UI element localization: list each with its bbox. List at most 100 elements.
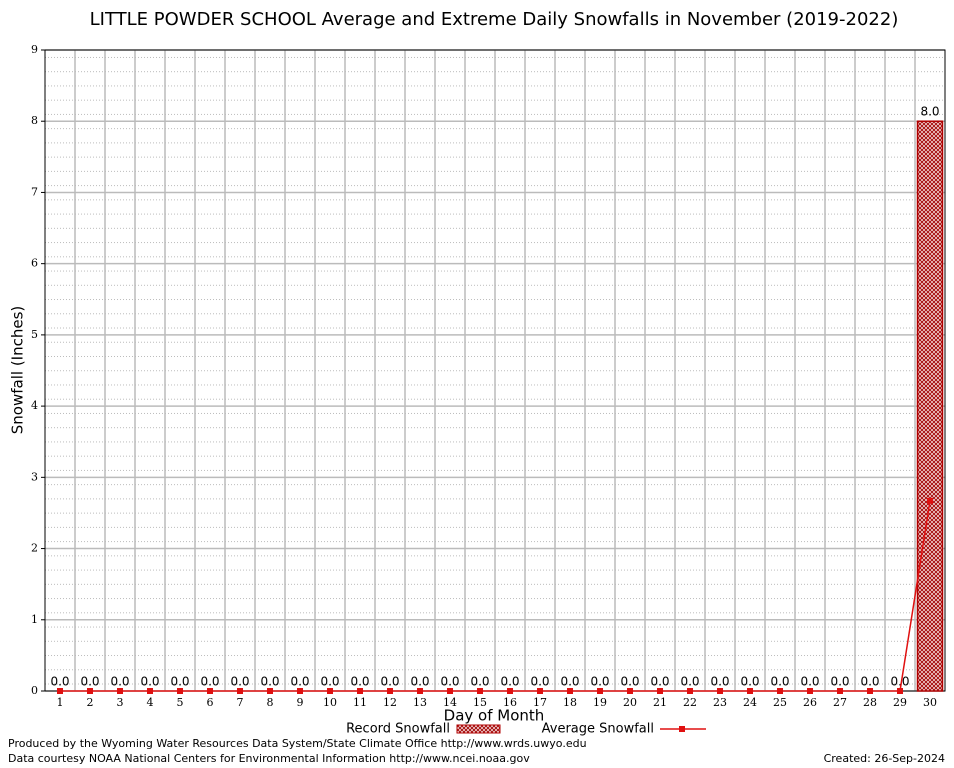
value-label: 0.0 <box>470 675 489 689</box>
bar <box>916 120 944 692</box>
average-marker <box>357 688 363 694</box>
y-tick-label: 9 <box>31 43 38 56</box>
average-marker <box>747 688 753 694</box>
value-label: 0.0 <box>440 675 459 689</box>
average-marker <box>537 688 543 694</box>
legend-label: Average Snowfall <box>542 722 654 737</box>
footer-text: Data courtesy NOAA National Centers for … <box>8 752 530 765</box>
x-tick-label: 4 <box>147 696 154 709</box>
average-marker <box>717 688 723 694</box>
value-label: 0.0 <box>200 675 219 689</box>
average-marker <box>477 688 483 694</box>
value-label: 0.0 <box>680 675 699 689</box>
x-tick-label: 19 <box>593 696 607 709</box>
footer-text: Produced by the Wyoming Water Resources … <box>8 737 587 750</box>
average-marker <box>657 688 663 694</box>
average-marker <box>87 688 93 694</box>
value-label: 0.0 <box>290 675 309 689</box>
average-marker <box>297 688 303 694</box>
legend-marker <box>679 726 685 732</box>
average-marker <box>897 688 903 694</box>
value-label: 0.0 <box>770 675 789 689</box>
value-label: 0.0 <box>320 675 339 689</box>
value-label: 0.0 <box>500 675 519 689</box>
average-marker <box>687 688 693 694</box>
x-tick-label: 17 <box>533 696 547 709</box>
average-marker <box>807 688 813 694</box>
average-marker <box>777 688 783 694</box>
average-marker <box>597 688 603 694</box>
x-tick-label: 15 <box>473 696 487 709</box>
x-tick-label: 8 <box>267 696 274 709</box>
average-marker <box>837 688 843 694</box>
x-tick-label: 3 <box>117 696 124 709</box>
value-label: 0.0 <box>650 675 669 689</box>
value-label: 0.0 <box>740 675 759 689</box>
x-tick-label: 11 <box>353 696 367 709</box>
y-tick-label: 3 <box>31 470 38 483</box>
y-axis-title: Snowfall (Inches) <box>9 306 27 434</box>
value-label: 0.0 <box>350 675 369 689</box>
y-tick-label: 4 <box>31 399 38 412</box>
y-tick-label: 8 <box>31 114 38 127</box>
average-marker <box>267 688 273 694</box>
x-tick-label: 24 <box>743 696 757 709</box>
x-tick-label: 14 <box>443 696 457 709</box>
x-tick-label: 9 <box>297 696 304 709</box>
average-marker <box>927 497 933 504</box>
y-tick-label: 1 <box>31 613 38 626</box>
x-tick-label: 18 <box>563 696 577 709</box>
average-marker <box>237 688 243 694</box>
x-tick-label: 27 <box>833 696 847 709</box>
y-tick-label: 6 <box>31 257 38 270</box>
x-tick-label: 26 <box>803 696 817 709</box>
x-tick-label: 7 <box>237 696 244 709</box>
legend-label: Record Snowfall <box>346 722 450 737</box>
average-marker <box>417 688 423 694</box>
average-marker <box>447 688 453 694</box>
average-marker <box>327 688 333 694</box>
value-label: 0.0 <box>260 675 279 689</box>
value-label: 0.0 <box>560 675 579 689</box>
x-tick-label: 30 <box>923 696 937 709</box>
value-label: 0.0 <box>830 675 849 689</box>
average-marker <box>117 688 123 694</box>
value-label: 0.0 <box>590 675 609 689</box>
value-label: 8.0 <box>920 105 939 119</box>
x-tick-label: 28 <box>863 696 877 709</box>
average-marker <box>177 688 183 694</box>
y-tick-label: 0 <box>31 684 38 697</box>
value-label: 0.0 <box>710 675 729 689</box>
value-label: 0.0 <box>530 675 549 689</box>
value-label: 0.0 <box>230 675 249 689</box>
x-tick-label: 21 <box>653 696 667 709</box>
x-axis-title: Day of Month <box>444 707 545 725</box>
x-tick-label: 16 <box>503 696 517 709</box>
x-tick-label: 20 <box>623 696 637 709</box>
x-tick-label: 13 <box>413 696 427 709</box>
average-marker <box>147 688 153 694</box>
value-label: 0.0 <box>620 675 639 689</box>
x-tick-label: 10 <box>323 696 337 709</box>
value-label: 0.0 <box>50 675 69 689</box>
x-tick-label: 5 <box>177 696 184 709</box>
value-label: 0.0 <box>890 675 909 689</box>
average-marker <box>567 688 573 694</box>
value-label: 0.0 <box>410 675 429 689</box>
average-marker <box>57 688 63 694</box>
value-label: 0.0 <box>170 675 189 689</box>
value-label: 0.0 <box>110 675 129 689</box>
average-marker <box>867 688 873 694</box>
y-tick-label: 7 <box>31 185 38 198</box>
chart-title: LITTLE POWDER SCHOOL Average and Extreme… <box>90 9 899 30</box>
legend-swatch <box>456 724 501 734</box>
value-label: 0.0 <box>80 675 99 689</box>
average-marker <box>507 688 513 694</box>
y-tick-label: 5 <box>31 328 38 341</box>
value-label: 0.0 <box>380 675 399 689</box>
footer-text: Created: 26-Sep-2024 <box>824 752 945 765</box>
x-tick-label: 6 <box>207 696 214 709</box>
x-tick-label: 23 <box>713 696 727 709</box>
average-marker <box>627 688 633 694</box>
